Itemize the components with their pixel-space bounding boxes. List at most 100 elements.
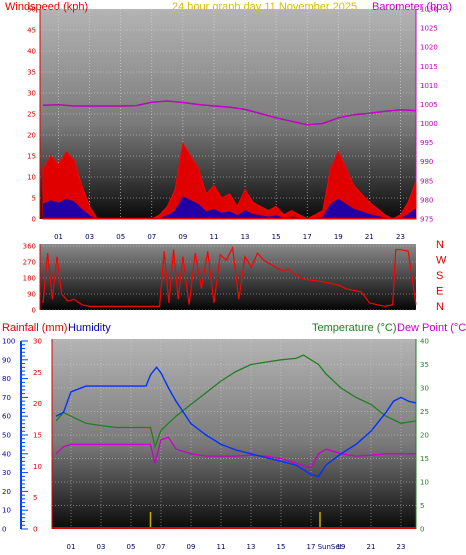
barometer-tick-label: 1020 (420, 44, 438, 52)
windspeed-tick-label: 30 (27, 90, 36, 98)
temp-x-tick-label: 21 (367, 543, 376, 551)
wind-x-tick-label: 05 (116, 233, 125, 241)
direction-panel-bg (40, 244, 416, 310)
temperature-tick-label: 35 (420, 361, 429, 369)
windspeed-label: Windspeed (kph) (5, 1, 88, 13)
windspeed-tick-label: 5 (32, 195, 36, 203)
barometer-tick-label: 985 (420, 177, 433, 185)
dewpoint-label: Dew Point (°C) (397, 322, 466, 334)
wind-x-tick-label: 15 (272, 233, 281, 241)
direction-tick-label: 270 (23, 259, 36, 267)
wind-x-tick-label: 09 (178, 233, 187, 241)
direction-tick-label: 0 (32, 307, 36, 315)
graph-title: 24 hour graph day 11 November 2025 (172, 1, 357, 13)
windspeed-tick-label: 35 (27, 69, 36, 77)
humidity-tick-label: 30 (2, 469, 11, 477)
temperature-tick-label: 15 (420, 455, 429, 463)
wind-x-tick-label: 23 (396, 233, 405, 241)
humidity-tick-label: 0 (2, 526, 6, 534)
rainfall-tick-label: 5 (33, 494, 37, 502)
windspeed-tick-label: 50 (27, 6, 36, 14)
temp-x-tick-label: 13 (247, 543, 256, 551)
wind-x-tick-label: 21 (365, 233, 374, 241)
temperature-line (55, 354, 417, 450)
temp-x-tick-label: 07 (157, 543, 166, 551)
rainfall-tick-label: 0 (33, 526, 37, 534)
barometer-tick-label: 1010 (420, 82, 438, 90)
humidity-tick-label: 20 (2, 488, 11, 496)
barometer-label: Barometer (hpa) (372, 1, 452, 13)
rainfall-label: Rainfall (mm) (2, 322, 67, 334)
humidity-tick-label: 90 (2, 356, 11, 364)
temperature-tick-label: 30 (420, 385, 429, 393)
temp-x-tick-label: 01 (67, 543, 76, 551)
temp-panel-bg (52, 339, 416, 529)
sunset-label: SunSet (318, 543, 343, 551)
wind-x-tick-label: 17 (303, 233, 312, 241)
humidity-tick-label: 100 (2, 338, 15, 346)
compass-label: N (436, 239, 444, 251)
barometer-tick-label: 1005 (420, 101, 438, 109)
temperature-tick-label: 20 (420, 432, 429, 440)
humidity-line (55, 366, 417, 478)
temp-x-tick-label: 17 (307, 543, 316, 551)
barometer-line (42, 100, 417, 126)
compass-label: W (436, 255, 447, 267)
temp-x-tick-label: 03 (97, 543, 106, 551)
wind-x-tick-label: 03 (85, 233, 94, 241)
direction-tick-label: 180 (23, 275, 36, 283)
humidity-label: Humidity (68, 322, 111, 334)
windspeed-tick-label: 10 (27, 174, 36, 182)
barometer-tick-label: 980 (420, 196, 433, 204)
wind-x-tick-label: 07 (147, 233, 156, 241)
humidity-tick-label: 60 (2, 413, 11, 421)
direction-tick-label: 360 (23, 243, 36, 251)
average-wind-area (43, 196, 416, 219)
windspeed-tick-label: 20 (27, 132, 36, 140)
compass-label: N (436, 301, 444, 313)
barometer-tick-label: 1000 (420, 120, 438, 128)
temperature-tick-label: 10 (420, 479, 429, 487)
dewpoint-line (55, 436, 416, 469)
compass-label: S (436, 270, 443, 282)
barometer-tick-label: 1015 (420, 63, 438, 71)
temperature-tick-label: 5 (420, 502, 424, 510)
humidity-tick-label: 40 (2, 450, 11, 458)
wind-x-tick-label: 19 (334, 233, 343, 241)
temp-x-tick-label: 23 (397, 543, 406, 551)
humidity-tick-label: 10 (2, 507, 11, 515)
temp-x-tick-label: 11 (217, 543, 226, 551)
windspeed-tick-label: 25 (27, 111, 36, 119)
rainfall-tick-label: 10 (33, 463, 42, 471)
windspeed-tick-label: 0 (32, 216, 36, 224)
humidity-tick-label: 80 (2, 375, 11, 383)
windspeed-tick-label: 45 (27, 27, 36, 35)
wind-x-tick-label: 11 (209, 233, 218, 241)
wind-x-tick-label: 13 (241, 233, 250, 241)
barometer-tick-label: 995 (420, 139, 433, 147)
wind-x-tick-label: 01 (54, 233, 63, 241)
temperature-label: Temperature (°C) (312, 322, 396, 334)
humidity-tick-label: 50 (2, 432, 11, 440)
barometer-tick-label: 990 (420, 158, 433, 166)
windspeed-tick-label: 15 (27, 153, 36, 161)
temp-x-tick-label: 09 (187, 543, 196, 551)
windspeed-tick-label: 40 (27, 48, 36, 56)
temperature-tick-label: 0 (420, 526, 424, 534)
humidity-tick-label: 70 (2, 394, 11, 402)
rainfall-tick-label: 20 (33, 400, 42, 408)
barometer-tick-label: 1025 (420, 25, 438, 33)
rainfall-tick-label: 25 (33, 369, 42, 377)
barometer-tick-label: 1030 (420, 6, 438, 14)
compass-label: E (436, 286, 443, 298)
temperature-tick-label: 40 (420, 338, 429, 346)
temp-x-tick-label: 15 (277, 543, 286, 551)
rainfall-tick-label: 15 (33, 432, 42, 440)
temperature-tick-label: 25 (420, 408, 429, 416)
temp-x-tick-label: 05 (127, 543, 136, 551)
barometer-tick-label: 975 (420, 216, 433, 224)
temp-x-tick-label: 19 (337, 543, 346, 551)
rainfall-tick-label: 30 (33, 338, 42, 346)
direction-tick-label: 90 (27, 291, 36, 299)
